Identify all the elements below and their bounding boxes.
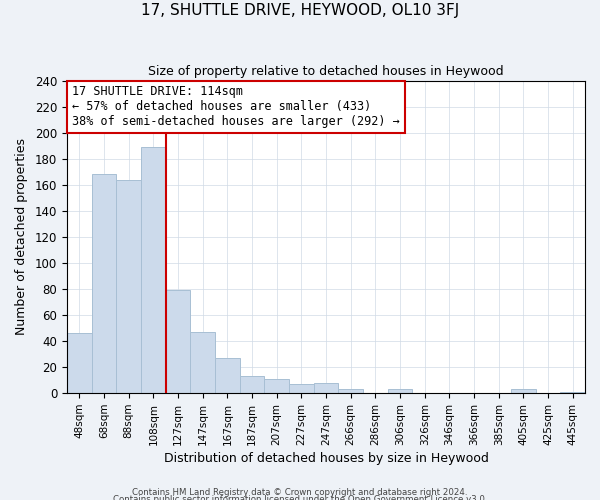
Bar: [289, 384, 314, 393]
Bar: [239, 376, 265, 393]
Bar: [388, 390, 412, 393]
Bar: [560, 392, 585, 393]
Text: Contains public sector information licensed under the Open Government Licence v3: Contains public sector information licen…: [113, 496, 487, 500]
X-axis label: Distribution of detached houses by size in Heywood: Distribution of detached houses by size …: [164, 452, 488, 465]
Bar: [215, 358, 239, 393]
Bar: [141, 147, 166, 393]
Bar: [190, 332, 215, 393]
Bar: [265, 379, 289, 393]
Bar: [166, 290, 190, 393]
Bar: [511, 390, 536, 393]
Text: 17 SHUTTLE DRIVE: 114sqm
← 57% of detached houses are smaller (433)
38% of semi-: 17 SHUTTLE DRIVE: 114sqm ← 57% of detach…: [72, 85, 400, 128]
Bar: [67, 334, 92, 393]
Bar: [314, 383, 338, 393]
Title: Size of property relative to detached houses in Heywood: Size of property relative to detached ho…: [148, 65, 504, 78]
Bar: [338, 390, 363, 393]
Bar: [92, 174, 116, 393]
Text: Contains HM Land Registry data © Crown copyright and database right 2024.: Contains HM Land Registry data © Crown c…: [132, 488, 468, 497]
Bar: [116, 180, 141, 393]
Text: 17, SHUTTLE DRIVE, HEYWOOD, OL10 3FJ: 17, SHUTTLE DRIVE, HEYWOOD, OL10 3FJ: [141, 2, 459, 18]
Y-axis label: Number of detached properties: Number of detached properties: [15, 138, 28, 336]
